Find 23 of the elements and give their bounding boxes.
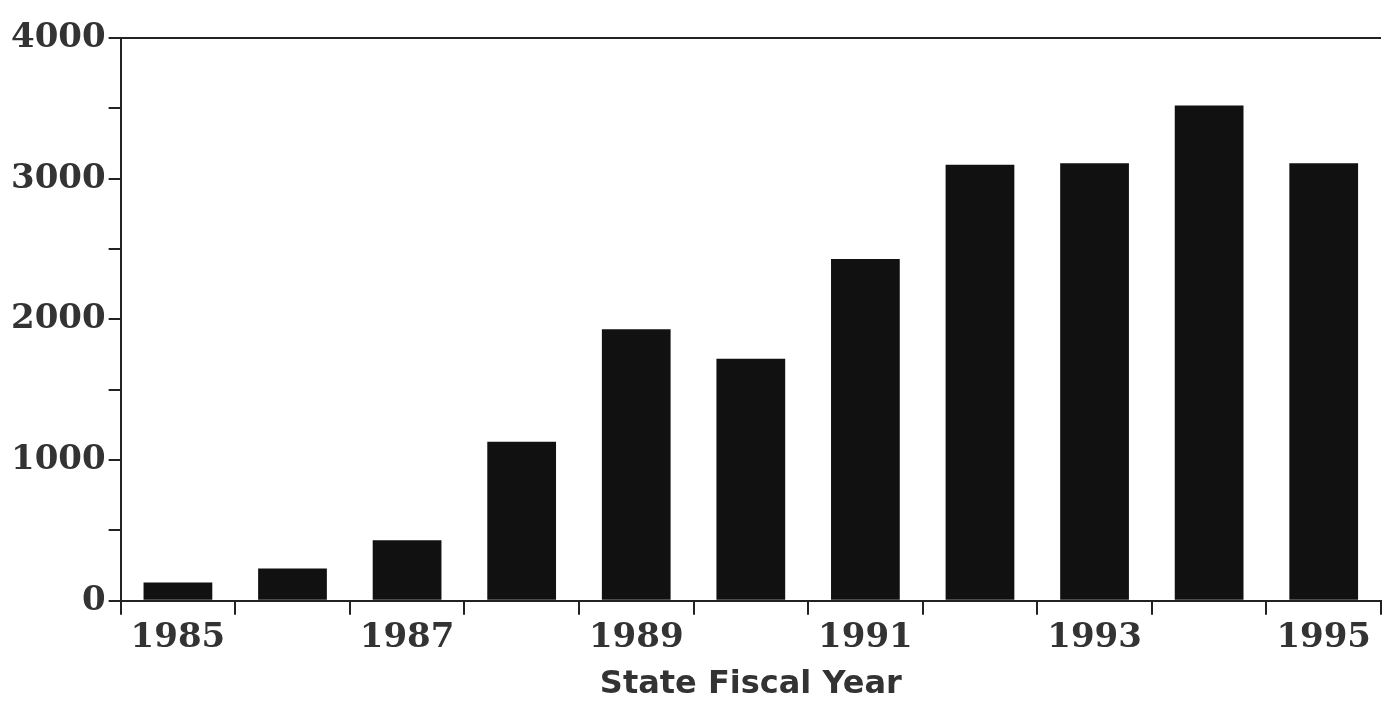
bar (945, 164, 1015, 600)
x-tick-label: 1993 (1047, 615, 1142, 656)
x-axis-title: State Fiscal Year (599, 663, 902, 702)
bar (601, 329, 671, 600)
bar (143, 582, 213, 600)
bar (372, 540, 442, 600)
y-tick-label: 1000 (10, 436, 106, 477)
bar (487, 441, 557, 600)
bar (258, 568, 327, 600)
x-tick-label: 1985 (130, 615, 226, 656)
bar (1174, 105, 1244, 600)
y-tick-label: 2000 (10, 296, 106, 337)
y-tick-label: 3000 (10, 155, 106, 196)
x-tick-label: 1991 (818, 615, 913, 656)
bar (831, 258, 900, 600)
y-tick-label: 0 (81, 577, 106, 618)
y-tick-label: 4000 (10, 14, 106, 55)
bar (716, 358, 786, 600)
x-tick-label: 1989 (588, 615, 684, 656)
x-tick-label: 1995 (1276, 615, 1372, 656)
bar (1060, 163, 1129, 600)
bar (1289, 163, 1359, 600)
x-tick-label: 1987 (359, 615, 455, 656)
